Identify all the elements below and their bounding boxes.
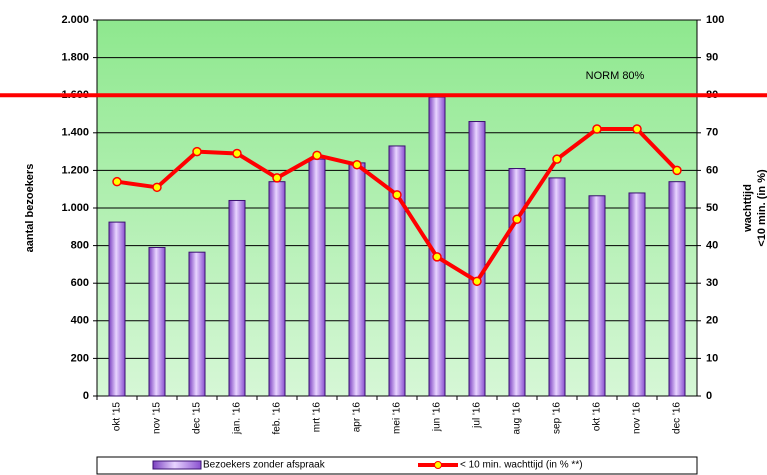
- line-marker: [352, 160, 362, 170]
- line-marker: [552, 154, 562, 164]
- y2-tick-label: 0: [706, 390, 712, 402]
- y2-tick-label: 40: [706, 240, 718, 252]
- y-tick-label: 600: [71, 277, 89, 289]
- line-marker: [312, 150, 322, 161]
- x-tick-label: jan. '16: [232, 402, 243, 435]
- bar: [628, 192, 646, 397]
- line-marker: [112, 176, 122, 187]
- y-tick-label: 0: [83, 390, 89, 402]
- y2-tick-label: 70: [706, 127, 718, 139]
- y-tick-label: 800: [71, 240, 89, 252]
- y2-tick-label: 100: [706, 14, 724, 26]
- y-tick-label: 1.800: [61, 52, 89, 64]
- y2-tick-label: 60: [706, 164, 718, 176]
- line-marker: [432, 252, 442, 262]
- bar: [148, 246, 166, 397]
- bar: [348, 162, 366, 397]
- line-marker: [152, 182, 162, 193]
- line-marker: [232, 148, 242, 159]
- y2-tick-label: 50: [706, 202, 718, 214]
- y2-tick-label: 30: [706, 277, 718, 289]
- line-marker: [592, 124, 602, 134]
- x-tick-label: nov '16: [632, 402, 643, 434]
- y2-axis-label: wachttijd: [742, 184, 754, 233]
- x-tick-label: nov '15: [152, 402, 163, 434]
- legend: [96, 456, 698, 475]
- line-marker: [632, 124, 642, 134]
- y-axis-label: aantal bezoekers: [24, 164, 36, 253]
- x-tick-label: okt '15: [112, 402, 123, 432]
- y-tick-label: 200: [71, 352, 89, 364]
- legend-label: < 10 min. wachttijd (in % **): [460, 460, 583, 471]
- y-tick-label: 1.000: [61, 202, 89, 214]
- y-tick-label: 400: [71, 315, 89, 327]
- bar: [108, 221, 126, 397]
- y2-axis-label: <10 min. (in %): [756, 169, 767, 247]
- x-tick-label: jul '16: [472, 402, 483, 429]
- bar: [228, 199, 246, 397]
- line-marker: [472, 276, 482, 287]
- y-tick-label: 2.000: [61, 14, 89, 26]
- x-tick-label: aug '16: [512, 402, 523, 435]
- legend-swatch: [434, 461, 442, 469]
- line-marker: [272, 173, 282, 183]
- bar: [548, 177, 566, 397]
- bar: [188, 251, 206, 397]
- bar: [508, 168, 526, 397]
- x-tick-label: mrt '16: [312, 402, 323, 433]
- bar: [268, 181, 286, 397]
- y2-tick-label: 90: [706, 52, 718, 64]
- x-tick-label: jun '16: [432, 402, 443, 433]
- y2-tick-label: 20: [706, 315, 718, 327]
- x-tick-label: sep '16: [552, 402, 563, 434]
- y-tick-label: 1.400: [61, 127, 89, 139]
- x-tick-label: mei '16: [392, 402, 403, 434]
- bar: [308, 158, 326, 397]
- line-marker: [672, 165, 682, 176]
- bar: [388, 145, 406, 397]
- x-tick-label: feb. '16: [272, 402, 283, 435]
- x-tick-label: dec '16: [672, 402, 683, 434]
- y-tick-label: 1.200: [61, 164, 89, 176]
- x-tick-label: okt '16: [592, 402, 603, 432]
- line-marker: [392, 190, 402, 200]
- line-marker: [512, 214, 522, 225]
- bar: [468, 121, 486, 397]
- line-marker: [192, 146, 202, 157]
- x-tick-label: apr '16: [352, 402, 363, 433]
- bar: [668, 181, 686, 397]
- legend-label: Bezoekers zonder afspraak: [203, 460, 326, 471]
- norm-label: NORM 80%: [586, 70, 645, 82]
- bar: [588, 195, 606, 397]
- x-tick-label: dec '15: [192, 402, 203, 434]
- y2-tick-label: 10: [706, 352, 718, 364]
- legend-swatch: [152, 460, 202, 470]
